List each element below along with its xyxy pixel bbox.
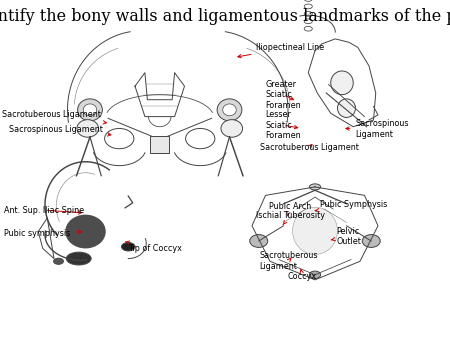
Ellipse shape — [217, 99, 242, 121]
Ellipse shape — [67, 252, 91, 265]
Ellipse shape — [77, 120, 99, 137]
Ellipse shape — [310, 271, 320, 279]
Ellipse shape — [77, 99, 103, 121]
Text: Pubic Symphysis: Pubic Symphysis — [315, 200, 387, 212]
Ellipse shape — [250, 235, 268, 247]
Ellipse shape — [338, 99, 356, 117]
FancyBboxPatch shape — [150, 136, 169, 153]
Ellipse shape — [331, 71, 353, 95]
Text: 1. Identify the bony walls and ligamentous landmarks of the pelvis.: 1. Identify the bony walls and ligamento… — [0, 8, 450, 25]
Text: Lesser
Sciatic
Foramen: Lesser Sciatic Foramen — [266, 110, 301, 140]
Ellipse shape — [223, 104, 236, 116]
Text: Sacrotuberous Ligament: Sacrotuberous Ligament — [260, 143, 359, 151]
Ellipse shape — [221, 120, 243, 137]
Ellipse shape — [122, 243, 135, 251]
Ellipse shape — [54, 258, 63, 264]
Text: Sacrotuberous
Ligament: Sacrotuberous Ligament — [259, 251, 318, 271]
Text: Pubic Arch: Pubic Arch — [269, 202, 311, 216]
Text: Coccyx: Coccyx — [288, 269, 317, 281]
Text: Ant. Sup. Iliac Spine: Ant. Sup. Iliac Spine — [4, 206, 85, 215]
Text: Sacrotuberous Ligament: Sacrotuberous Ligament — [2, 111, 107, 124]
Text: Sacrospinous
Ligament: Sacrospinous Ligament — [346, 119, 409, 139]
Text: Ischial Tuberosity: Ischial Tuberosity — [256, 211, 324, 225]
Ellipse shape — [65, 215, 106, 248]
Ellipse shape — [362, 235, 380, 247]
Ellipse shape — [83, 104, 97, 116]
Text: Tip of Coccyx: Tip of Coccyx — [126, 241, 182, 253]
Text: Pelvic
Outlet: Pelvic Outlet — [331, 227, 361, 246]
Text: Greater
Sciatic
Foramen: Greater Sciatic Foramen — [266, 80, 301, 110]
Text: Sacrospinous Ligament: Sacrospinous Ligament — [9, 125, 111, 136]
Ellipse shape — [292, 207, 338, 255]
Ellipse shape — [310, 184, 320, 190]
Text: Iliopectineal Line: Iliopectineal Line — [238, 43, 324, 58]
Text: Pubic symphysis: Pubic symphysis — [4, 230, 81, 238]
